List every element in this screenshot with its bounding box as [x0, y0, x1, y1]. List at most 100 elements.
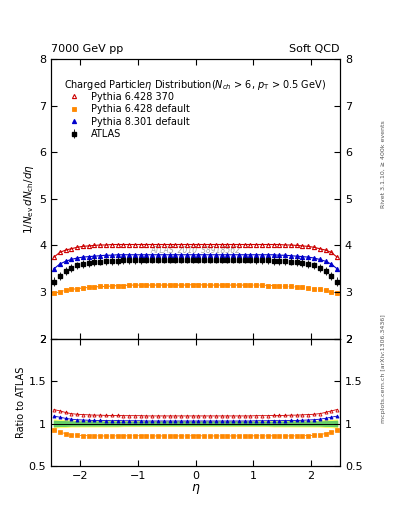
Pythia 6.428 370: [312, 244, 316, 250]
Pythia 6.428 default: [202, 282, 207, 288]
Pythia 8.301 default: [127, 252, 131, 258]
Pythia 6.428 370: [144, 242, 149, 248]
Pythia 8.301 default: [312, 255, 316, 261]
Pythia 6.428 default: [92, 284, 97, 290]
Pythia 6.428 default: [167, 282, 172, 288]
Pythia 8.301 default: [104, 252, 108, 259]
Pythia 6.428 default: [225, 282, 230, 288]
Pythia 8.301 default: [254, 252, 259, 258]
Pythia 6.428 default: [254, 282, 259, 288]
Pythia 8.301 default: [81, 254, 85, 260]
Pythia 6.428 370: [115, 242, 120, 248]
Pythia 6.428 370: [323, 247, 328, 253]
Pythia 8.301 default: [144, 252, 149, 258]
Pythia 6.428 default: [75, 286, 79, 292]
Pythia 8.301 default: [196, 252, 201, 258]
Pythia 6.428 370: [132, 242, 137, 248]
Pythia 8.301 default: [283, 252, 287, 259]
Pythia 8.301 default: [231, 252, 235, 258]
Pythia 8.301 default: [225, 252, 230, 258]
Pythia 8.301 default: [323, 258, 328, 264]
Pythia 6.428 default: [132, 282, 137, 288]
Pythia 8.301 default: [288, 252, 293, 259]
Pythia 8.301 default: [277, 252, 282, 259]
Pythia 6.428 370: [162, 242, 166, 248]
Line: Pythia 8.301 default: Pythia 8.301 default: [52, 253, 339, 271]
Pythia 8.301 default: [63, 258, 68, 264]
Pythia 6.428 370: [57, 249, 62, 255]
Pythia 6.428 default: [248, 282, 253, 288]
Pythia 6.428 370: [306, 243, 310, 249]
Pythia 6.428 370: [196, 242, 201, 248]
Pythia 6.428 default: [69, 286, 73, 292]
Pythia 6.428 370: [127, 242, 131, 248]
Pythia 6.428 370: [271, 242, 276, 248]
Pythia 8.301 default: [92, 253, 97, 259]
Pythia 6.428 default: [162, 282, 166, 288]
Pythia 6.428 default: [242, 282, 247, 288]
Pythia 6.428 370: [260, 242, 264, 248]
Pythia 6.428 default: [277, 283, 282, 289]
Pythia 8.301 default: [115, 252, 120, 258]
Pythia 6.428 default: [138, 282, 143, 288]
Pythia 6.428 default: [208, 282, 212, 288]
Pythia 6.428 370: [300, 243, 305, 249]
Pythia 8.301 default: [237, 252, 241, 258]
Pythia 8.301 default: [162, 252, 166, 258]
Pythia 6.428 default: [323, 287, 328, 293]
Pythia 6.428 default: [300, 284, 305, 290]
Pythia 8.301 default: [132, 252, 137, 258]
Pythia 8.301 default: [306, 254, 310, 260]
Pythia 6.428 370: [202, 242, 207, 248]
Pythia 6.428 370: [81, 243, 85, 249]
Pythia 8.301 default: [318, 257, 322, 263]
Pythia 6.428 default: [196, 282, 201, 288]
Pythia 6.428 370: [179, 242, 184, 248]
Pythia 6.428 370: [335, 254, 340, 260]
Pythia 8.301 default: [190, 252, 195, 258]
Pythia 6.428 default: [219, 282, 224, 288]
Pythia 8.301 default: [75, 255, 79, 261]
Pythia 6.428 370: [248, 242, 253, 248]
Text: Rivet 3.1.10, ≥ 400k events: Rivet 3.1.10, ≥ 400k events: [381, 120, 386, 208]
Pythia 6.428 370: [109, 242, 114, 248]
Pythia 8.301 default: [219, 252, 224, 258]
Pythia 8.301 default: [242, 252, 247, 258]
Pythia 6.428 370: [231, 242, 235, 248]
Pythia 8.301 default: [51, 266, 56, 272]
Pythia 6.428 370: [86, 243, 91, 249]
Pythia 6.428 370: [208, 242, 212, 248]
Pythia 8.301 default: [57, 261, 62, 267]
Pythia 6.428 default: [156, 282, 160, 288]
Pythia 6.428 370: [75, 244, 79, 250]
Pythia 6.428 370: [237, 242, 241, 248]
Pythia 6.428 370: [121, 242, 126, 248]
Pythia 6.428 370: [138, 242, 143, 248]
Pythia 8.301 default: [179, 252, 184, 258]
Line: Pythia 6.428 default: Pythia 6.428 default: [52, 283, 339, 295]
Pythia 6.428 default: [237, 282, 241, 288]
X-axis label: $\eta$: $\eta$: [191, 482, 200, 496]
Pythia 6.428 370: [167, 242, 172, 248]
Pythia 6.428 370: [51, 254, 56, 260]
Pythia 8.301 default: [294, 253, 299, 259]
Pythia 8.301 default: [156, 252, 160, 258]
Text: 7000 GeV pp: 7000 GeV pp: [51, 44, 123, 54]
Pythia 8.301 default: [121, 252, 126, 258]
Pythia 8.301 default: [213, 252, 218, 258]
Pythia 8.301 default: [173, 252, 178, 258]
Pythia 6.428 default: [329, 289, 334, 295]
Pythia 6.428 default: [260, 282, 264, 288]
Pythia 6.428 default: [63, 287, 68, 293]
Pythia 6.428 default: [109, 283, 114, 289]
Pythia 6.428 370: [150, 242, 154, 248]
Pythia 6.428 default: [51, 290, 56, 296]
Pythia 6.428 default: [231, 282, 235, 288]
Pythia 6.428 370: [254, 242, 259, 248]
Pythia 6.428 370: [156, 242, 160, 248]
Pythia 6.428 default: [104, 284, 108, 290]
Pythia 6.428 default: [265, 283, 270, 289]
Pythia 6.428 default: [190, 282, 195, 288]
Pythia 6.428 default: [213, 282, 218, 288]
Pythia 8.301 default: [260, 252, 264, 258]
